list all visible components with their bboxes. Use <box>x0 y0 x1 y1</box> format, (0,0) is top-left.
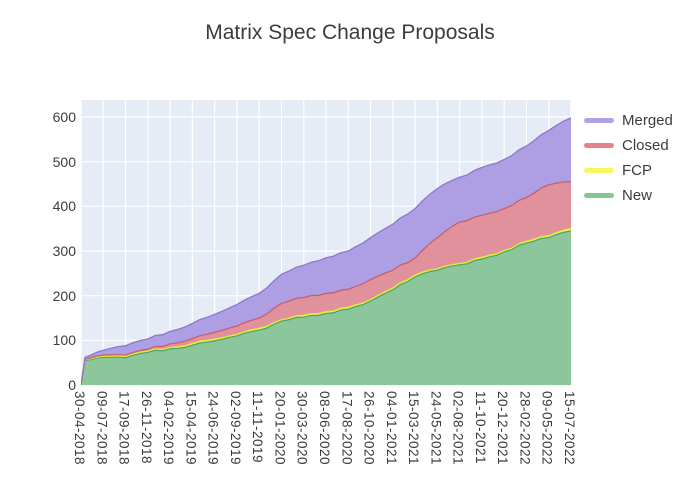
legend-label: FCP <box>622 162 652 179</box>
x-tick-label: 04-02-2019 <box>161 391 177 466</box>
area-line-new <box>81 230 571 386</box>
y-tick-label: 400 <box>52 198 76 215</box>
x-tick-label: 02-09-2019 <box>227 391 243 466</box>
x-tick-label: 26-10-2020 <box>361 391 377 466</box>
y-tick-label: 100 <box>52 332 76 349</box>
x-tick-label: 24-05-2021 <box>428 391 444 466</box>
x-tick-label: 11-11-2019 <box>250 391 266 464</box>
legend-item-merged[interactable]: Merged <box>584 108 673 133</box>
x-tick-label: 15-03-2021 <box>406 391 422 466</box>
area-closed <box>81 181 571 385</box>
area-merged <box>81 117 571 386</box>
x-tick-label: 02-08-2021 <box>450 391 466 466</box>
legend-swatch-icon <box>584 193 614 198</box>
x-tick-label: 11-10-2021 <box>472 391 488 465</box>
legend-label: Closed <box>622 137 669 154</box>
x-tick-label: 20-01-2020 <box>272 391 288 466</box>
x-tick-label: 17-09-2018 <box>116 391 132 466</box>
y-tick-label: 0 <box>68 377 76 393</box>
x-tick-label: 26-11-2018 <box>138 391 154 465</box>
x-tick-label: 20-12-2021 <box>495 391 511 466</box>
x-tick-label: 30-04-2018 <box>72 391 87 466</box>
x-tick-label: 09-07-2018 <box>94 391 110 466</box>
y-tick-label: 200 <box>52 287 76 304</box>
legend-item-fcp[interactable]: FCP <box>584 158 673 183</box>
x-tick-label: 24-06-2019 <box>205 391 221 466</box>
legend-label: New <box>622 187 653 204</box>
x-tick-label: 15-04-2019 <box>183 391 199 466</box>
legend-label: Merged <box>622 112 673 129</box>
legend-item-new[interactable]: New <box>584 183 673 208</box>
x-tick-label: 04-01-2021 <box>383 391 399 466</box>
area-new <box>81 230 571 385</box>
area-line-merged <box>81 117 571 386</box>
x-tick-label: 17-08-2020 <box>339 391 355 466</box>
x-tick-label: 08-06-2020 <box>317 391 332 466</box>
area-line-closed <box>81 181 571 386</box>
area-line-fcp <box>81 228 571 386</box>
y-tick-label: 500 <box>52 153 76 170</box>
legend: Merged Closed FCP New <box>584 108 673 208</box>
y-tick-label: 300 <box>52 243 76 259</box>
x-tick-label: 30-03-2020 <box>294 391 310 466</box>
legend-swatch-icon <box>584 143 614 148</box>
x-tick-label: 28-02-2022 <box>517 391 533 466</box>
y-tick-label: 600 <box>52 109 76 125</box>
chart-title: Matrix Spec Change Proposals <box>205 21 495 44</box>
legend-swatch-icon <box>584 118 614 123</box>
x-tick-label: 15-07-2022 <box>562 391 577 466</box>
legend-item-closed[interactable]: Closed <box>584 133 673 158</box>
legend-swatch-icon <box>584 168 614 173</box>
x-tick-label: 09-05-2022 <box>539 391 555 466</box>
